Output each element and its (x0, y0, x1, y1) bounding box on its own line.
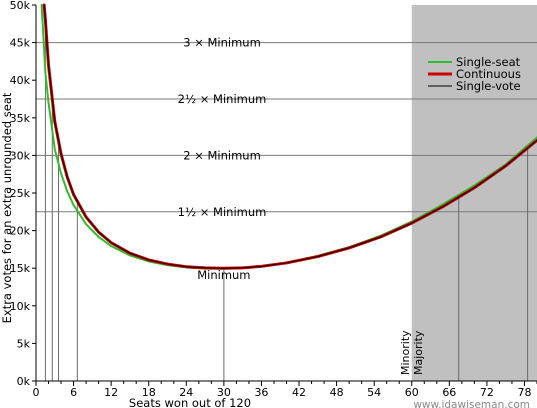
x-tick-label: 0 (33, 386, 40, 399)
reference-label: 3 × Minimum (183, 36, 261, 50)
watermark: www.jdawiseman.com (413, 399, 530, 408)
y-tick-label: 30k (10, 149, 31, 162)
x-tick-label: 60 (405, 386, 419, 399)
y-tick-label: 35k (10, 112, 31, 125)
reference-lines-layer (36, 42, 537, 213)
y-tick-label: 20k (10, 225, 31, 238)
reference-labels-layer: Minimum 1½ × Minimum 2 × Minimum 2½ × Minim… (178, 36, 267, 283)
majority-label: Majority (412, 330, 425, 375)
reference-label: 2½ × Minimum (178, 92, 267, 106)
reference-label: 2 × Minimum (183, 148, 261, 162)
majority-shaded-region (411, 5, 537, 381)
reference-label: Minimum (197, 268, 250, 282)
x-tick-label: 6 (70, 386, 77, 399)
y-tick-label: 10k (10, 300, 31, 313)
series-layer (40, 3, 537, 270)
legend-label-continuous: Continuous (456, 67, 521, 81)
vertical-markers-layer (44, 20, 529, 381)
x-tick-label: 78 (517, 386, 531, 399)
y-tick-label: 5k (17, 337, 31, 350)
x-tick-label: 54 (367, 386, 381, 399)
x-tick-label: 48 (330, 386, 344, 399)
x-tick-label: 24 (179, 386, 193, 399)
legend-label-single-vote: Single-vote (456, 79, 521, 93)
y-tick-label: 50k (10, 0, 31, 12)
reference-label: 1½ × Minimum (178, 205, 267, 219)
x-tick-label: 72 (480, 386, 494, 399)
x-tick-label: 36 (254, 386, 268, 399)
y-tick-label: 45k (10, 37, 31, 50)
x-tick-label: 42 (292, 386, 306, 399)
y-tick-label: 25k (10, 187, 31, 200)
y-axis-title: Extra votes for an extra unrounded seat (0, 92, 14, 323)
y-tick-label: 40k (10, 74, 31, 87)
series-line-single-vote (43, 4, 537, 269)
y-tick-label: 15k (10, 262, 31, 275)
x-tick-label: 12 (104, 386, 118, 399)
legend: Single-seat Continuous Single-vote (428, 55, 521, 93)
minority-label: Minority (399, 330, 412, 375)
x-tick-label: 18 (142, 386, 156, 399)
axes-layer: 0k 5k 10k 15k 20k 25k 30k 35k 40k 45k 50k 0 6 12 18 24 3… (10, 0, 537, 399)
y-tick-label: 0k (17, 375, 31, 388)
legend-label-single-seat: Single-seat (456, 55, 521, 69)
x-tick-label: 30 (217, 386, 231, 399)
x-axis-title: Seats won out of 120 (129, 396, 251, 408)
x-tick-label: 66 (442, 386, 456, 399)
